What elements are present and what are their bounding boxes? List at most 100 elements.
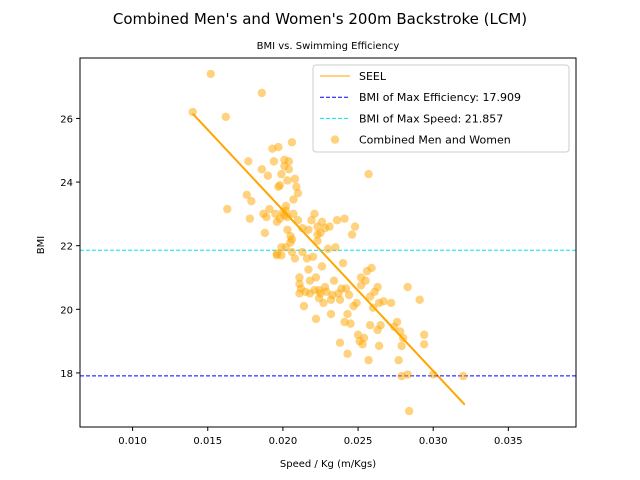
scatter-point	[290, 174, 300, 184]
scatter-point	[343, 349, 352, 359]
scatter-point	[340, 214, 349, 223]
scatter-point	[386, 298, 396, 308]
legend-item-max-efficiency: BMI of Max Efficiency: 17.909	[359, 91, 521, 104]
scatter-point	[307, 216, 316, 225]
scatter-point	[287, 138, 297, 147]
scatter-point	[332, 216, 342, 225]
scatter-point	[323, 244, 333, 254]
scatter-point	[346, 319, 355, 328]
x-tick-label: 0.030	[419, 436, 448, 447]
scatter-point	[263, 171, 273, 180]
chart-title: Combined Men's and Women's 200m Backstro…	[113, 10, 527, 28]
scatter-point	[367, 263, 376, 273]
seel-line	[191, 112, 466, 406]
y-tick-label: 24	[60, 178, 73, 189]
x-tick-label: 0.020	[269, 436, 298, 447]
scatter-point	[358, 340, 367, 349]
y-tick-label: 22	[60, 242, 73, 253]
scatter-point	[459, 371, 468, 381]
scatter-point	[326, 309, 336, 319]
y-tick-label: 26	[60, 114, 73, 125]
y-tick-label: 20	[60, 305, 73, 316]
scatter-point	[283, 176, 292, 185]
scatter-point	[281, 206, 291, 215]
scatter-point	[394, 355, 403, 365]
scatter-point	[269, 157, 279, 166]
y-axis-label: BMI	[36, 236, 47, 254]
scatter-point	[361, 276, 370, 285]
scatter-point	[368, 303, 378, 312]
scatter-point	[242, 190, 252, 199]
plot-area	[80, 69, 576, 416]
legend-item-seel: SEEL	[359, 70, 387, 83]
scatter-point	[365, 321, 375, 330]
scatter-point	[398, 333, 408, 343]
scatter-point	[335, 295, 345, 304]
legend-box	[312, 64, 570, 153]
scatter-point	[317, 217, 327, 227]
scatter-point	[223, 204, 232, 214]
scatter-point	[308, 252, 318, 262]
scatter-point	[329, 276, 339, 285]
scatter-point	[379, 297, 388, 306]
x-tick-label: 0.015	[193, 436, 222, 447]
scatter-point	[247, 196, 256, 206]
scatter-point	[397, 341, 406, 351]
scatter-point	[347, 230, 357, 239]
scatter-point	[374, 341, 384, 351]
scatter-point	[419, 340, 429, 349]
scatter-point	[419, 330, 429, 339]
scatter-point	[304, 225, 313, 234]
scatter-point	[304, 265, 313, 274]
scatter-point	[364, 355, 373, 365]
scatter-point	[284, 157, 294, 166]
scatter-point	[415, 295, 424, 304]
scatter-point	[244, 157, 253, 166]
scatter-point	[245, 214, 255, 223]
x-tick-label: 0.035	[494, 436, 523, 447]
scatter-point	[364, 169, 373, 179]
axes: 0.010 0.015 0.020 0.025 0.030 0.035 18 20 22 24 26	[60, 57, 577, 447]
scatter-point	[311, 273, 321, 282]
scatter-point	[404, 406, 414, 416]
scatter-point	[277, 169, 286, 179]
scatter-point	[395, 327, 405, 336]
legend: SEEL BMI of Max Efficiency: 17.909 BMI of …	[312, 64, 570, 153]
plot-frame	[79, 57, 577, 428]
y-tick-label: 18	[60, 369, 73, 380]
scatter-point	[289, 195, 298, 204]
scatter-point	[338, 258, 348, 268]
scatter-point	[260, 228, 270, 238]
scatter-point	[313, 236, 322, 246]
scatter-point	[325, 222, 334, 231]
scatter-point	[289, 209, 298, 219]
scatter-point	[257, 165, 267, 174]
scatter-point	[283, 225, 292, 234]
scatter-point	[262, 212, 271, 222]
scatter-point	[293, 216, 303, 225]
scatter-point	[403, 282, 412, 292]
scatter-point	[221, 112, 230, 122]
x-axis-label: Speed / Kg (m/Kgs)	[280, 459, 376, 470]
scatter-point	[290, 254, 300, 263]
scatter-point	[350, 222, 360, 231]
scatter-point	[284, 165, 294, 174]
scatter-point	[257, 88, 267, 98]
plot-marks	[80, 69, 576, 416]
scatter-point	[275, 181, 285, 190]
scatter-point	[295, 273, 304, 282]
scatter-point	[299, 301, 309, 311]
x-tick-label: 0.025	[344, 436, 373, 447]
scatter-point	[319, 298, 328, 308]
legend-marker	[330, 135, 340, 144]
legend-item-combined: Combined Men and Women	[359, 134, 511, 147]
scatter-point	[265, 204, 274, 214]
scatter-point	[429, 370, 438, 379]
scatter-point	[392, 317, 402, 327]
scatter-point	[373, 282, 382, 292]
scatter-point	[293, 188, 303, 198]
scatter-point	[298, 247, 307, 257]
scatter-point	[335, 338, 345, 347]
scatter-point	[311, 314, 321, 324]
